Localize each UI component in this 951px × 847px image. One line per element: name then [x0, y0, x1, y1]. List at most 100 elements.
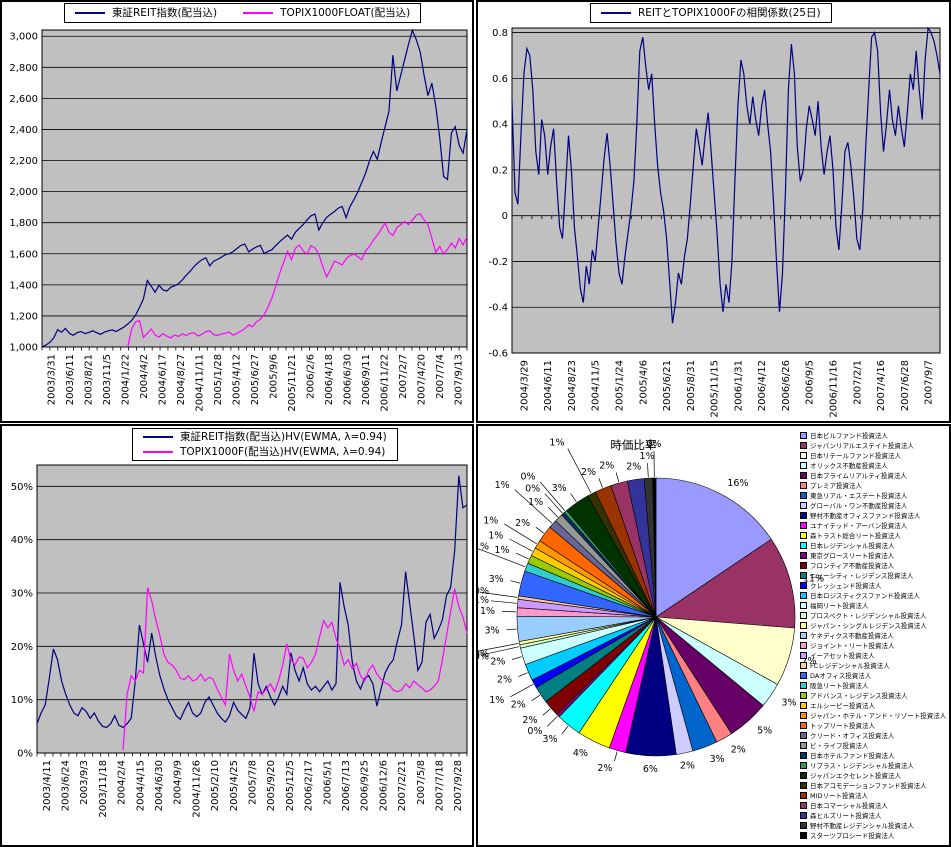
pie-legend-label: クレッシェンド投資法人 — [810, 582, 882, 590]
x-axis-date-label: 2007/9/28 — [453, 760, 464, 811]
pie-legend-item: 日本レジデンシャル投資法人 — [800, 540, 948, 550]
y-axis-tick-label: -0.2 — [488, 257, 508, 268]
pie-legend-label: 森トラスト総合リート投資法人 — [810, 532, 901, 540]
legend-swatch — [800, 491, 807, 499]
pie-percent-label: 0% — [525, 484, 540, 495]
y-axis-tick-label: 0.6 — [492, 74, 508, 85]
legend-swatch — [800, 481, 807, 489]
pie-legend-label: フロンティア不動産投資法人 — [810, 562, 895, 570]
pie-legend-label: 日本コマーシャル投資法人 — [810, 802, 888, 810]
legend-swatch — [800, 691, 807, 699]
legend-line-sample — [243, 12, 274, 14]
pie-percent-label: 0% — [646, 439, 661, 450]
legend-swatch — [800, 601, 807, 609]
panel-price-index: 東証REIT指数(配当込) TOPIX1000FLOAT(配当込) 3,000 2,… — [0, 0, 474, 423]
price-index-series-line-0 — [41, 28, 468, 348]
x-axis-date-label: 2003/3/31 — [47, 354, 58, 405]
pie-legend-item: アドバンス・レジデンス投資法人 — [800, 690, 948, 700]
pie-legend-item: ジャパンリアルエステイト投資法人 — [800, 440, 948, 450]
pie-legend-item: フロンティア不動産投資法人 — [800, 560, 948, 570]
pie-legend-label: ジョイント・リート投資法人 — [810, 642, 895, 650]
x-axis-date-label: 2005/6/21 — [662, 360, 673, 411]
x-axis-date-label: 2007/2/7 — [398, 354, 409, 399]
legend-swatch — [800, 761, 807, 769]
pie-legend-item: MIDリート投資法人 — [800, 790, 948, 800]
legend-line-sample — [143, 451, 173, 453]
x-axis-date-label: 2006/1/31 — [733, 360, 744, 411]
pie-percent-label: 5% — [757, 726, 772, 737]
pie-legend-label: FCレジデンシャル投資法人 — [810, 662, 890, 670]
x-axis-date-label: 2004/9/9 — [173, 760, 184, 805]
pie-percent-label: 3% — [710, 754, 725, 765]
pie-percent-label: 0% — [527, 726, 542, 737]
legend-swatch — [800, 741, 807, 749]
x-axis-date-label: 2006/5/1 — [322, 760, 333, 805]
pie-legend-label: 森ヒルズリート投資法人 — [810, 812, 882, 820]
x-axis-date-label: 2006/2/6 — [305, 354, 316, 399]
pie-legend-item: 東急リアル・エステート投資法人 — [800, 490, 948, 500]
pie-label-leader-line — [570, 493, 577, 503]
pie-percent-label: 1% — [480, 606, 495, 617]
x-axis-date-label: 2007/4/16 — [876, 360, 887, 411]
volatility-legend-box: 東証REIT指数(配当込)HV(EWMA, λ=0.94) TOPIX1000F(… — [132, 428, 398, 461]
pie-legend-item: 森ヒルズリート投資法人 — [800, 810, 948, 820]
pie-label-leader-line — [506, 628, 517, 631]
pie-label-leader-line — [515, 552, 529, 560]
historical-volatility-series-line-0 — [36, 475, 468, 729]
legend-swatch — [800, 451, 807, 459]
pie-legend-label: イーアセット投資法人 — [810, 652, 875, 660]
pie-label-leader-line — [647, 463, 649, 478]
pie-legend-label: グローバル・ワン不動産投資法人 — [810, 502, 908, 510]
pie-label-leader-line — [478, 643, 519, 652]
legend-swatch — [800, 551, 807, 559]
pie-percent-label: 0% — [478, 586, 489, 597]
y-axis-tick-label: 2,000 — [9, 187, 38, 198]
pie-legend-item: 日本リテールファンド投資法人 — [800, 450, 948, 460]
x-axis-date-label: 2007/6/28 — [900, 360, 911, 411]
correlation-legend-box: REITとTOPIX1000Fの相関係数(25日) — [590, 3, 832, 23]
pie-percent-label: 1% — [478, 541, 489, 552]
x-axis-date-label: 2006/7/13 — [341, 760, 352, 811]
pie-legend-item: クレッシェンド投資法人 — [800, 580, 948, 590]
pie-chart-canvas: 16%11%7%3%5%2%3%2%6%2%4%3%0%2%2%1%2%2%0%… — [478, 438, 824, 775]
x-axis-date-label: 2006/9/11 — [361, 354, 372, 405]
legend-line-sample — [75, 12, 105, 14]
pie-legend-item: クリード・オフィス投資法人 — [800, 730, 948, 740]
legend-swatch — [800, 721, 807, 729]
pie-label-leader-line — [509, 538, 533, 552]
pie-label-leader-line — [478, 548, 526, 568]
pie-percent-label: 1% — [528, 497, 543, 508]
legend-swatch — [800, 731, 807, 739]
x-axis-date-label: 2005/1/28 — [213, 354, 224, 405]
pie-label-leader-line — [598, 478, 603, 488]
y-axis-tick-label: 10% — [11, 695, 33, 706]
x-axis-date-label: 2006/9/25 — [360, 760, 371, 811]
pie-legend-item: ビ・ライフ投資法人 — [800, 740, 948, 750]
pie-percent-label: 2% — [597, 763, 612, 774]
pie-legend-item: ニューシティ・レジデンス投資法人 — [800, 570, 948, 580]
legend-swatch — [800, 821, 807, 829]
correlation-legend-item: REITとTOPIX1000Fの相関係数(25日) — [601, 6, 821, 20]
y-axis-tick-label: 0.2 — [492, 165, 508, 176]
pie-legend-label: 阪急リート投資法人 — [810, 682, 869, 690]
pie-legend-label: ビ・ライフ投資法人 — [810, 742, 869, 750]
x-axis-date-label: 2003/4/11 — [42, 760, 53, 811]
legend-swatch — [800, 561, 807, 569]
x-axis-date-label: 2005/4/6 — [638, 360, 649, 405]
pie-title: 時価比率 — [610, 438, 657, 452]
pie-percent-label: 2% — [599, 461, 614, 472]
pie-legend-label: 野村不動産オフィスファンド投資法人 — [810, 512, 921, 520]
pie-legend-item: エルシーピー投資法人 — [800, 700, 948, 710]
pie-label-leader-line — [567, 448, 592, 494]
y-axis-tick-label: 2,800 — [9, 63, 38, 74]
legend-swatch — [800, 431, 807, 439]
price-index-plot-area — [41, 29, 468, 348]
pie-label-leader-line — [614, 751, 618, 762]
y-axis-tick-label: 1,000 — [9, 343, 38, 354]
x-axis-date-label: 2006/12/6 — [378, 760, 389, 811]
x-axis-date-label: 2007/4/20 — [416, 354, 427, 405]
legend-swatch — [800, 681, 807, 689]
pie-legend-label: 東京グロースリート投資法人 — [810, 552, 895, 560]
pie-legend-item: トップリート投資法人 — [800, 720, 948, 730]
price-legend-box: 東証REIT指数(配当込) TOPIX1000FLOAT(配当込) — [64, 3, 422, 23]
